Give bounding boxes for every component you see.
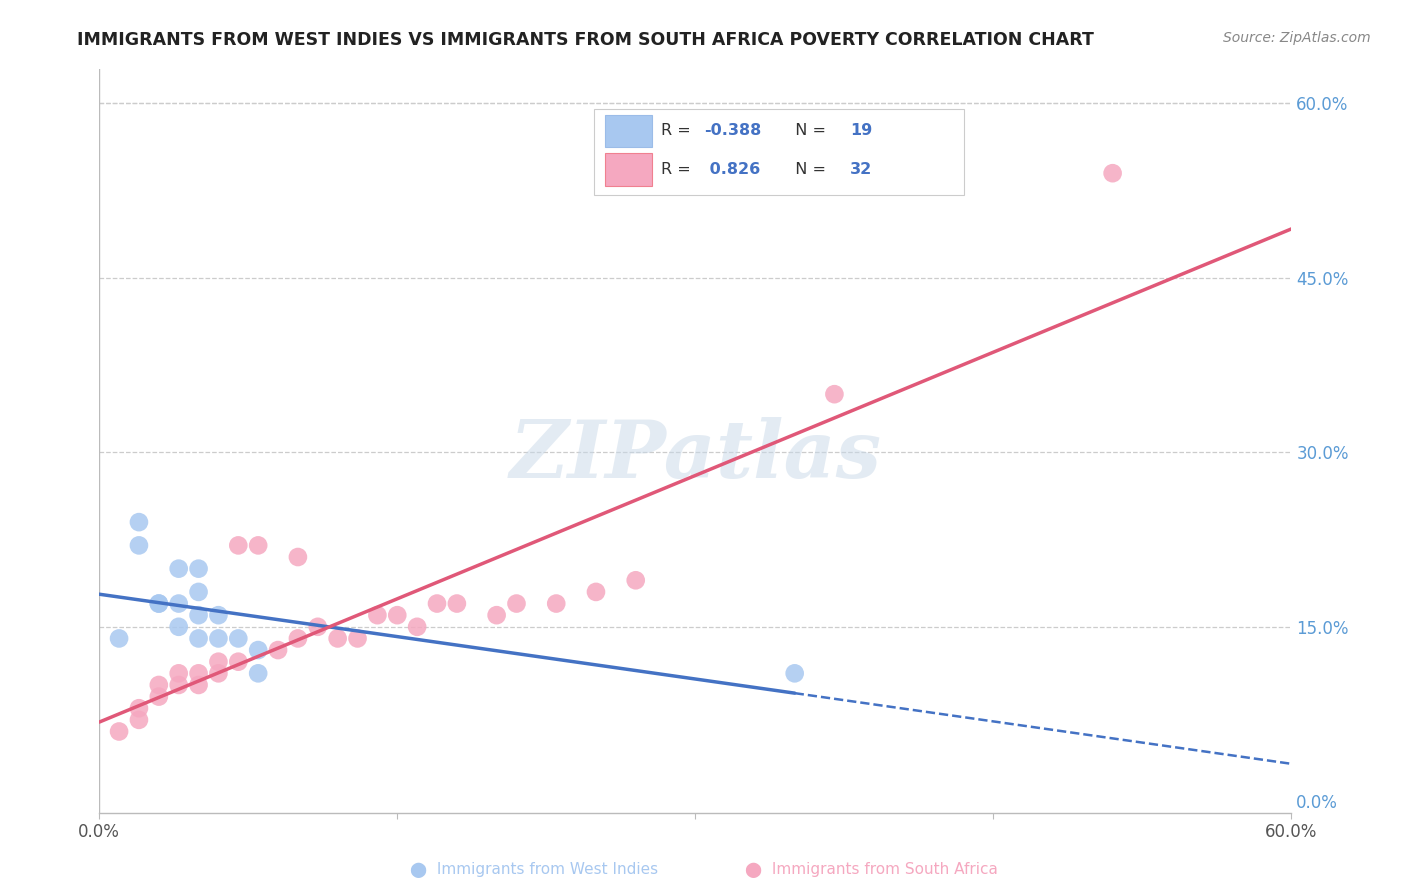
Point (247, 666, 270, 681)
Point (167, 666, 190, 681)
Point (187, 608, 209, 623)
Point (108, 724, 131, 739)
Text: ⬤  Immigrants from West Indies: ⬤ Immigrants from West Indies (411, 862, 658, 878)
Point (207, 632, 229, 646)
Point (148, 690, 170, 704)
Point (167, 678, 190, 692)
Point (247, 538, 270, 552)
Text: 19: 19 (851, 123, 873, 137)
Point (307, 620, 329, 634)
Text: 0.826: 0.826 (703, 161, 759, 177)
Point (406, 620, 429, 634)
Point (226, 632, 249, 646)
Point (287, 549, 309, 564)
FancyBboxPatch shape (593, 110, 963, 195)
Point (485, 608, 508, 623)
Point (783, 666, 806, 681)
Point (187, 585, 209, 599)
Point (148, 678, 170, 692)
Point (247, 643, 270, 657)
Point (1101, 166, 1123, 180)
Point (585, 585, 607, 599)
Point (446, 597, 468, 611)
Point (167, 620, 190, 634)
Point (167, 597, 190, 611)
Point (187, 632, 209, 646)
Point (287, 632, 309, 646)
Point (187, 666, 209, 681)
Text: IMMIGRANTS FROM WEST INDIES VS IMMIGRANTS FROM SOUTH AFRICA POVERTY CORRELATION : IMMIGRANTS FROM WEST INDIES VS IMMIGRANT… (77, 31, 1094, 49)
Point (148, 597, 170, 611)
Point (128, 515, 150, 529)
Point (167, 562, 190, 576)
Text: R =: R = (661, 161, 696, 177)
Point (187, 562, 209, 576)
Text: 32: 32 (851, 161, 873, 177)
FancyBboxPatch shape (605, 115, 652, 147)
Point (823, 387, 845, 401)
Point (387, 608, 409, 623)
Point (426, 597, 449, 611)
Text: N =: N = (785, 161, 831, 177)
Point (505, 597, 527, 611)
Point (366, 608, 388, 623)
Point (546, 597, 568, 611)
Text: R =: R = (661, 123, 696, 137)
Point (226, 655, 249, 669)
Text: Source: ZipAtlas.com: Source: ZipAtlas.com (1223, 31, 1371, 45)
Point (267, 643, 290, 657)
Point (226, 538, 249, 552)
Point (346, 632, 368, 646)
Point (326, 632, 349, 646)
Point (128, 538, 150, 552)
Point (207, 655, 229, 669)
Text: ⬤  Immigrants from South Africa: ⬤ Immigrants from South Africa (745, 862, 998, 878)
Point (187, 678, 209, 692)
Text: N =: N = (785, 123, 831, 137)
Point (148, 597, 170, 611)
Text: -0.388: -0.388 (703, 123, 761, 137)
Text: ZIPatlas: ZIPatlas (509, 417, 882, 494)
FancyBboxPatch shape (605, 153, 652, 186)
Point (108, 632, 131, 646)
Point (624, 574, 647, 588)
Point (128, 713, 150, 727)
Point (207, 608, 229, 623)
Point (128, 701, 150, 715)
Point (207, 666, 229, 681)
